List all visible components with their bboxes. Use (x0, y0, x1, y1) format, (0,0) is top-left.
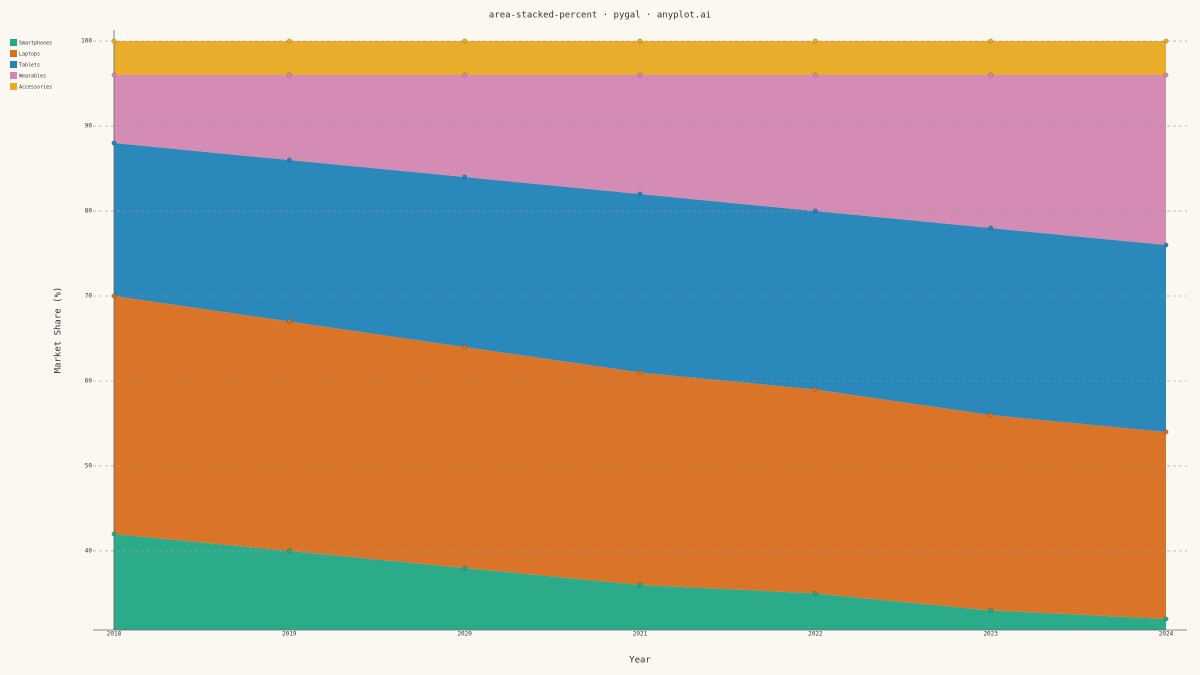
data-point (1163, 38, 1169, 44)
y-tick-label: 80 (85, 208, 93, 215)
data-point (988, 225, 994, 231)
data-point (988, 38, 994, 44)
data-point (812, 208, 818, 214)
data-point (1163, 242, 1169, 248)
data-point (111, 531, 117, 537)
y-tick-label: 90 (85, 123, 93, 130)
legend-label: Tablets (19, 63, 40, 69)
data-point (462, 72, 468, 78)
x-tick-label: 2024 (1159, 631, 1174, 638)
y-axis-label: Market Share (%) (54, 287, 64, 374)
data-point (988, 412, 994, 418)
data-point (286, 72, 292, 78)
y-tick-label: 50 (85, 462, 93, 469)
x-tick-label: 2019 (282, 631, 297, 638)
area (114, 296, 1166, 619)
area (114, 143, 1166, 432)
data-point (462, 565, 468, 571)
legend-swatch (10, 39, 17, 46)
data-point (111, 140, 117, 146)
area (114, 533, 1166, 630)
legend-label: Laptops (19, 52, 40, 58)
data-point (637, 38, 643, 44)
data-point (988, 72, 994, 78)
x-tick-label: 2020 (457, 631, 472, 638)
x-tick-label: 2023 (983, 631, 998, 638)
data-point (111, 72, 117, 78)
data-point (111, 293, 117, 299)
data-point (462, 38, 468, 44)
data-point (812, 72, 818, 78)
x-axis-label: Year (629, 656, 651, 666)
data-point (812, 386, 818, 392)
chart-title: area-stacked-percent · pygal · anyplot.a… (489, 11, 711, 21)
area (114, 75, 1166, 246)
data-point (462, 344, 468, 350)
legend-label: Wearables (19, 74, 46, 80)
data-point (286, 157, 292, 163)
x-tick-label: 2021 (633, 631, 648, 638)
data-point (462, 174, 468, 180)
legend-swatch (10, 83, 17, 90)
data-point (1163, 72, 1169, 78)
y-tick-label: 100 (81, 38, 92, 45)
y-tick-label: 60 (85, 377, 93, 384)
data-point (988, 607, 994, 613)
x-tick-label: 2018 (107, 631, 122, 638)
data-point (637, 582, 643, 588)
data-point (637, 369, 643, 375)
y-tick-label: 40 (85, 547, 93, 554)
data-point (1163, 429, 1169, 435)
area (114, 41, 1166, 76)
data-point (286, 548, 292, 554)
y-tick-label: 70 (85, 293, 93, 300)
data-point (812, 38, 818, 44)
data-point (812, 590, 818, 596)
legend-swatch (10, 50, 17, 57)
data-point (637, 191, 643, 197)
legend-label: Accessories (19, 85, 52, 91)
data-point (1163, 616, 1169, 622)
data-point (111, 38, 117, 44)
data-point (286, 319, 292, 325)
data-point (637, 72, 643, 78)
legend-swatch (10, 72, 17, 79)
x-tick-label: 2022 (808, 631, 823, 638)
data-point (286, 38, 292, 44)
legend-label: Smartphones (19, 41, 52, 47)
legend-swatch (10, 61, 17, 68)
